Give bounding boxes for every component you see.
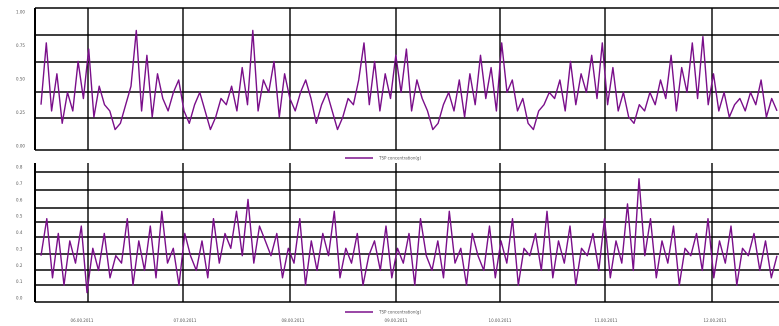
- panel2-xtick-label: 06.00.2011: [71, 318, 94, 323]
- panel1-ytick-label: 0.00: [16, 144, 25, 149]
- panel2-xtick-label: 08.00.2011: [282, 318, 305, 323]
- panel2-legend-label: TSP concentration(g): [378, 310, 421, 315]
- panel1-series-line: [40, 29, 778, 131]
- panel2-ytick-label: 0.6: [16, 197, 23, 202]
- panel2-xtick-label: 07.00.2011: [174, 318, 197, 323]
- panel2-ytick-label: 0.2: [16, 263, 23, 268]
- panel2-xtick-label: 11.00.2011: [595, 318, 618, 323]
- panel2-xtick-label: 12.00.2011: [704, 318, 727, 323]
- panel2-ytick-label: 0.0: [16, 296, 23, 301]
- panel1-legend-label: TSP concentration(g): [378, 156, 421, 161]
- panel1-ytick-label: 1.00: [16, 10, 25, 15]
- panel1-ytick-label: 0.75: [16, 43, 25, 48]
- panel2-ytick-label: 0.1: [16, 279, 23, 284]
- panel2-series-line: [40, 178, 778, 294]
- panel2-ytick-label: 0.4: [16, 230, 23, 235]
- panel2-ytick-label: 0.3: [16, 246, 23, 251]
- panel2-ytick-label: 0.5: [16, 214, 23, 219]
- panel2-ytick-label: 0.8: [16, 165, 23, 170]
- panel1-ytick-label: 0.50: [16, 77, 25, 82]
- panel2-ytick-label: 0.7: [16, 181, 23, 186]
- panel2-xtick-label: 09.00.2011: [385, 318, 408, 323]
- panel2-xtick-label: 10.00.2011: [489, 318, 512, 323]
- panel1-ytick-label: 0.25: [16, 110, 25, 115]
